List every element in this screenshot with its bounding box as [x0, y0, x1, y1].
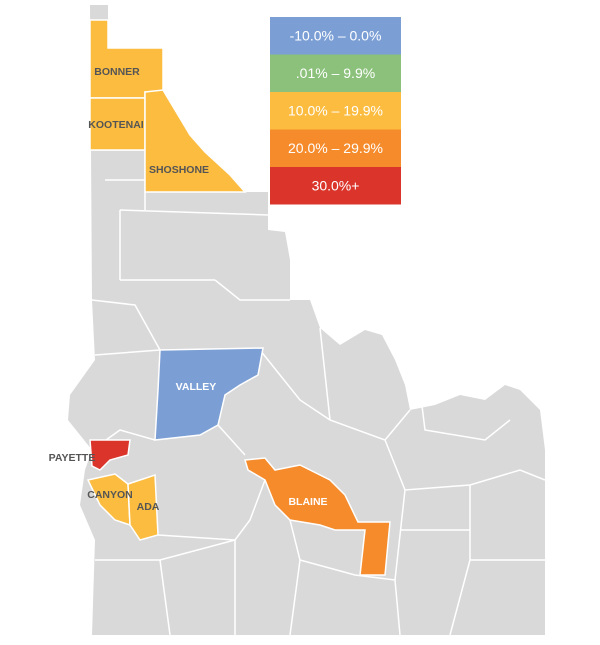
- legend: -10.0% – 0.0% .01% – 9.9% 10.0% – 19.9% 20.…: [270, 17, 401, 205]
- legend-swatch: [270, 17, 401, 55]
- county-label: SHOSHONE: [149, 164, 209, 176]
- county: [154, 347, 264, 441]
- county-label: VALLEY: [176, 381, 217, 393]
- legend-swatch: [270, 92, 401, 130]
- county-label: KOOTENAI: [88, 119, 144, 131]
- county-label: BONNER: [94, 66, 140, 78]
- county-label: BLAINE: [288, 496, 327, 508]
- legend-label: -10.0% – 0.0%: [290, 27, 382, 43]
- legend-label: .01% – 9.9%: [296, 65, 375, 81]
- legend-swatch: [270, 129, 401, 167]
- county: [89, 19, 164, 99]
- county-labels: BONNER KOOTENAI SHOSHONE VALLEY PAYETTE …: [49, 66, 328, 513]
- county-label: PAYETTE: [49, 452, 96, 464]
- legend-label: 30.0%+: [312, 177, 360, 193]
- county: [244, 457, 391, 576]
- colored-counties: [86, 19, 391, 576]
- county-label: CANYON: [87, 489, 133, 501]
- county-label: ADA: [137, 501, 160, 513]
- legend-label: 20.0% – 29.9%: [288, 140, 383, 156]
- legend-swatch: [270, 54, 401, 92]
- legend-label: 10.0% – 19.9%: [288, 102, 383, 118]
- county: [127, 473, 159, 541]
- legend-swatch: [270, 167, 401, 205]
- county: [144, 89, 247, 193]
- county: [89, 439, 131, 471]
